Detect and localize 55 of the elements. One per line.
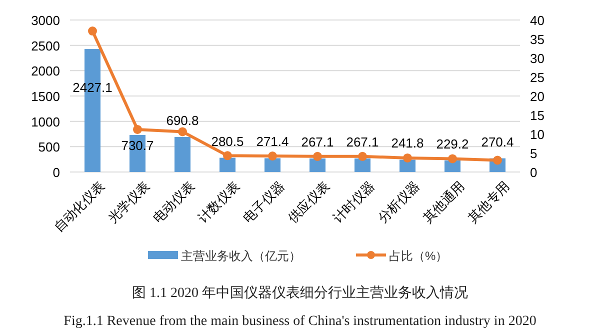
x-tick-label: 供应仪表	[285, 178, 332, 226]
x-tick-label: 自动化仪表	[50, 178, 108, 235]
y-tick-label: 3000	[31, 13, 60, 28]
x-tick-label: 其他专用	[465, 178, 512, 226]
data-label: 267.1	[346, 134, 379, 150]
y2-tick-label: 15	[530, 108, 544, 123]
bar	[444, 160, 460, 172]
y2-tick-label: 20	[530, 89, 544, 104]
y2-tick-label: 5	[530, 146, 538, 161]
bar	[220, 158, 236, 172]
legend-label: 主营业务收入（亿元）	[181, 249, 301, 263]
legend-label: 占比（%）	[389, 249, 448, 263]
y2-tick-label: 10	[530, 127, 544, 142]
y-tick-label: 2000	[31, 64, 60, 79]
x-tick-label: 计数仪表	[195, 178, 242, 226]
x-tick-label: 其他通用	[420, 178, 468, 226]
y-tick-label: 2500	[31, 38, 60, 54]
data-label: 690.8	[166, 113, 199, 128]
y2-tick-label: 40	[530, 13, 544, 28]
bar	[264, 158, 280, 172]
y-tick-label: 1500	[31, 89, 60, 104]
x-tick-label: 计时仪器	[330, 178, 378, 226]
y2-tick-label: 0	[530, 165, 538, 180]
data-label: 241.8	[391, 136, 424, 151]
data-label: 267.1	[301, 134, 334, 150]
bar	[354, 158, 370, 172]
x-tick-label: 光学仪表	[105, 178, 152, 226]
y-tick-label: 0	[52, 165, 60, 180]
x-tick-label: 电动仪表	[150, 178, 198, 226]
y2-tick-label: 35	[530, 32, 544, 47]
bar	[174, 137, 190, 172]
data-label: 270.4	[481, 134, 514, 150]
bar	[310, 158, 326, 172]
data-label: 730.7	[121, 138, 154, 153]
point	[403, 153, 412, 162]
point	[268, 152, 277, 161]
text: 图 1.1 2020 年中国仪器仪表细分行业主营业务收入情况	[132, 285, 468, 301]
y-tick-label: 500	[38, 140, 60, 155]
bar	[400, 160, 416, 172]
data-label: 280.5	[211, 134, 244, 149]
point	[313, 152, 322, 161]
point	[178, 127, 187, 136]
point	[223, 151, 232, 160]
data-label: 271.4	[256, 134, 289, 150]
data-label: 229.2	[436, 136, 469, 152]
y-tick-label: 1000	[31, 114, 60, 130]
y2-tick-label: 25	[530, 70, 544, 85]
point	[88, 26, 97, 36]
point	[133, 124, 142, 134]
point	[448, 154, 457, 164]
point	[358, 152, 367, 161]
x-tick-label: 分析仪器	[375, 178, 422, 226]
y2-tick-label: 30	[530, 51, 544, 66]
text: Fig.1.1 Revenue from the main business of China's instrumentation industry in 2020	[64, 314, 536, 329]
x-tick-label: 电子仪器	[240, 178, 288, 226]
